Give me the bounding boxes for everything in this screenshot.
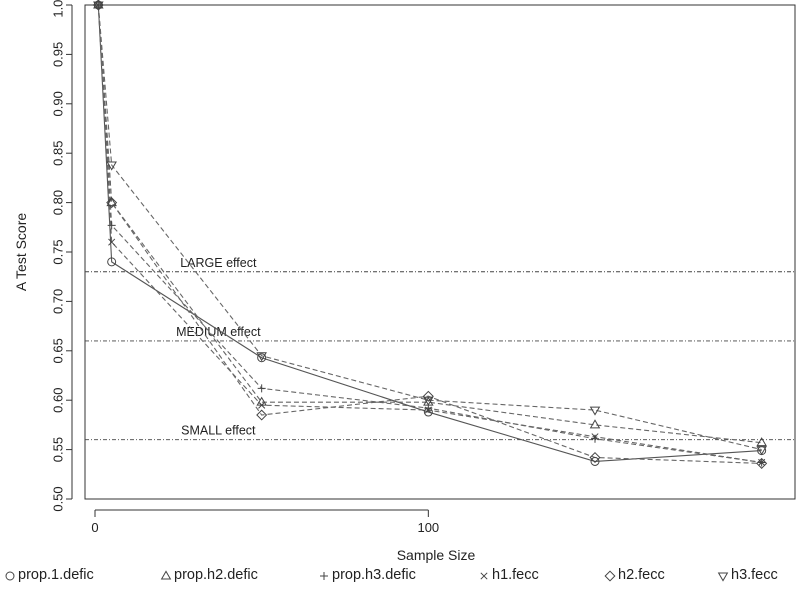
legend-symbol-plus (320, 572, 328, 580)
legend-label: prop.h3.defic (332, 567, 416, 583)
legend-symbol-diamond (604, 570, 616, 582)
data-point-h2-fecc (106, 197, 118, 209)
data-point-prop-h3-defic (257, 384, 266, 393)
x-tick-label: 0 (91, 520, 98, 535)
y-axis: 0.50 0.55 0.60 0.65 0.70 0.75 0.80 0.85 0.90 0.95… (51, 0, 73, 512)
legend-item-prop-1-defic: prop.1.defic (4, 566, 94, 584)
legend-marker-h3-fecc (717, 572, 729, 582)
legend-label: h2.fecc (618, 567, 665, 583)
y-tick-label: 0.80 (51, 190, 66, 215)
data-point-h3-fecc (423, 396, 434, 406)
legend-item-h1-fecc: h1.fecc (478, 566, 539, 584)
x-tick-label: 100 (417, 520, 439, 535)
series-line-h3-fecc (97, 4, 762, 451)
data-point-prop-1-defic (590, 456, 600, 466)
data-point-h3-fecc (256, 352, 267, 362)
y-tick-label: 0.70 (51, 289, 66, 314)
legend-marker-h1-fecc (480, 572, 488, 580)
data-point-prop-1-defic (257, 353, 267, 363)
data-point-prop-h2-defic (756, 437, 767, 447)
series-lines (97, 4, 762, 464)
data-point-prop-1-defic (107, 257, 117, 267)
data-point-h1-fecc (258, 401, 266, 409)
legend-item-h2-fecc: h2.fecc (604, 566, 665, 584)
series-line-prop-h3-defic (97, 4, 762, 463)
data-point-h2-fecc (422, 390, 434, 402)
legend-symbol-cross (480, 572, 488, 580)
series-line-prop-h2-defic (97, 4, 762, 444)
legend-label: h3.fecc (731, 567, 778, 583)
legend-symbol-triangle (160, 570, 172, 580)
series-line-h1-fecc (97, 4, 762, 463)
data-point-h3-fecc (106, 161, 117, 171)
x-axis-title: Sample Size (397, 547, 476, 563)
legend-marker-prop-h2-defic (160, 570, 172, 580)
legend-marker-prop-h3-defic (320, 572, 328, 580)
y-tick-label: 0.60 (51, 388, 66, 413)
reference-label-large-effect: LARGE effect (180, 256, 257, 270)
legend-symbol-circle (5, 571, 15, 581)
data-point-h3-fecc (756, 446, 767, 456)
series-line-h2-fecc (97, 4, 762, 464)
x-axis: 0 100 (91, 509, 439, 535)
reference-label-small-effect: SMALL effect (181, 424, 256, 438)
legend-item-h3-fecc: h3.fecc (717, 566, 778, 584)
series-line-prop-1-defic (97, 4, 762, 463)
reference-lines: LARGE effect MEDIUM effect SMALL effect (85, 256, 795, 441)
legend-label: prop.h2.defic (174, 567, 258, 583)
data-point-h1-fecc (108, 238, 116, 246)
y-tick-label: 0.65 (51, 338, 66, 363)
y-tick-label: 0.85 (51, 141, 66, 166)
data-point-h3-fecc (589, 406, 601, 416)
y-tick-label: 0.55 (51, 437, 66, 462)
plot-frame (84, 4, 796, 500)
legend-label: prop.1.defic (18, 567, 94, 583)
legend-marker-prop-1-defic (5, 571, 15, 581)
legend-symbol-triangle-down (717, 572, 729, 582)
data-point-prop-h3-defic (107, 221, 116, 230)
y-tick-label: 1.00 (51, 0, 66, 18)
legend-label: h1.fecc (492, 567, 539, 583)
legend-item-prop-h3-defic: prop.h3.defic (318, 566, 416, 584)
data-point-prop-h3-defic (591, 434, 599, 443)
legend-item-prop-h2-defic: prop.h2.defic (160, 566, 258, 584)
data-point-prop-h2-defic (106, 197, 117, 207)
data-point-h2-fecc (256, 409, 268, 421)
legend-marker-h2-fecc (604, 570, 616, 582)
y-tick-label: 0.90 (51, 91, 66, 116)
y-tick-label: 0.95 (51, 42, 66, 67)
data-point-h2-fecc (756, 457, 768, 469)
data-point-h3-fecc (93, 1, 104, 11)
data-point-h1-fecc (424, 406, 432, 414)
legend: prop.1.defic prop.h2.defic prop.h3.defic h1… (0, 566, 800, 596)
y-axis-title: A Test Score (13, 213, 29, 292)
data-point-h1-fecc (591, 433, 599, 441)
y-tick-label: 0.50 (51, 486, 66, 511)
y-tick-label: 0.75 (51, 239, 66, 264)
data-point-h2-fecc (589, 451, 601, 464)
reference-label-medium-effect: MEDIUM effect (176, 325, 261, 339)
data-point-prop-h2-defic (589, 419, 601, 429)
series-markers (92, 0, 768, 469)
